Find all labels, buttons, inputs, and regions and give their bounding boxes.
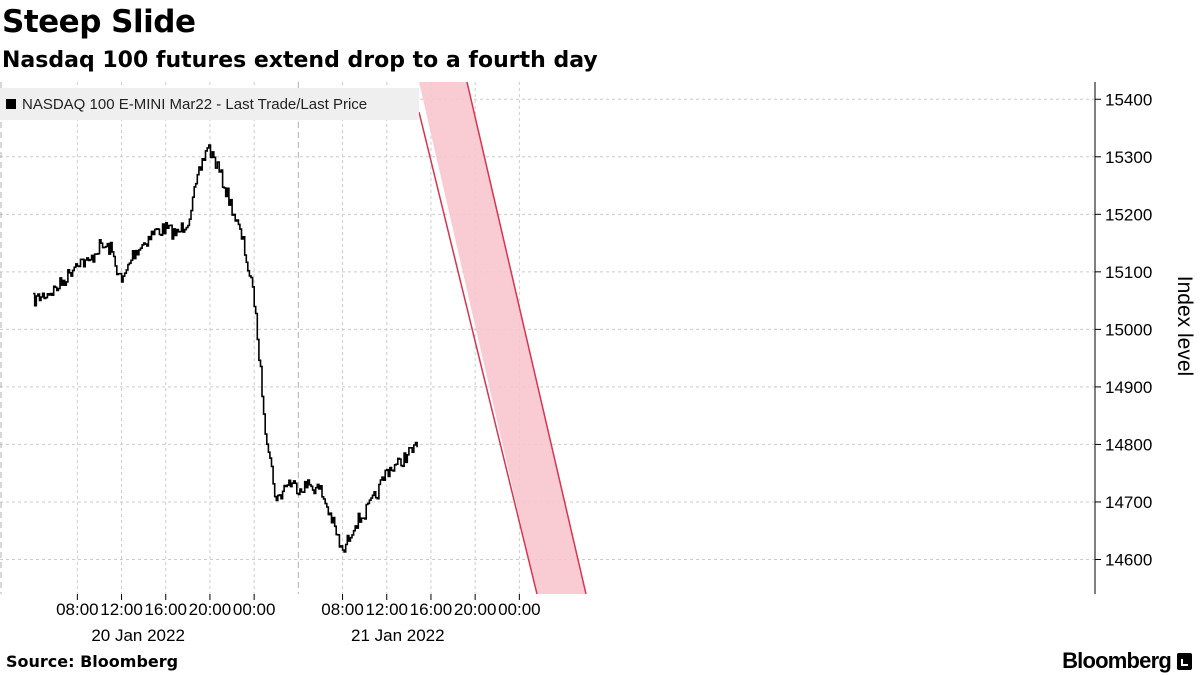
y-tick-label: 14800 [1105,435,1152,454]
x-tick-label: 20:00 [189,600,232,619]
source-note: Source: Bloomberg [6,652,179,671]
y-tick-label: 15200 [1105,205,1152,224]
y-tick-label: 15400 [1105,90,1152,109]
x-date-label: 21 Jan 2022 [351,626,445,645]
brand-logo: Bloomberg [1062,648,1192,674]
x-tick-label: 12:00 [100,600,143,619]
x-tick-label: 20:00 [454,600,497,619]
price-series-line [33,144,418,553]
legend-label: NASDAQ 100 E-MINI Mar22 - Last Trade/Las… [22,95,368,113]
y-tick-label: 15000 [1105,320,1152,339]
trend-channel-lower-edge [418,111,538,595]
bloomberg-chart-icon [1177,652,1192,670]
chart-subtitle: Nasdaq 100 futures extend drop to a four… [2,48,598,73]
legend: NASDAQ 100 E-MINI Mar22 - Last Trade/Las… [0,88,419,120]
x-tick-label: 08:00 [321,600,364,619]
y-axis-label: Index level [1173,276,1196,376]
chart-title: Steep Slide [2,4,196,40]
trend-channel [419,82,586,594]
y-tick-label: 15300 [1105,148,1152,167]
x-tick-label: 00:00 [233,600,276,619]
brand-name: Bloomberg [1062,648,1172,673]
y-tick-label: 15100 [1105,263,1152,282]
legend-swatch [6,99,16,109]
x-tick-label: 16:00 [144,600,187,619]
x-tick-label: 12:00 [365,600,408,619]
y-tick-label: 14700 [1105,493,1152,512]
y-tick-label: 14900 [1105,378,1152,397]
x-tick-label: 00:00 [498,600,541,619]
x-date-label: 20 Jan 2022 [91,626,185,645]
trend-channel-upper-edge [466,81,587,595]
x-tick-label: 16:00 [410,600,453,619]
x-tick-label: 08:00 [56,600,99,619]
y-tick-label: 14600 [1105,550,1152,569]
